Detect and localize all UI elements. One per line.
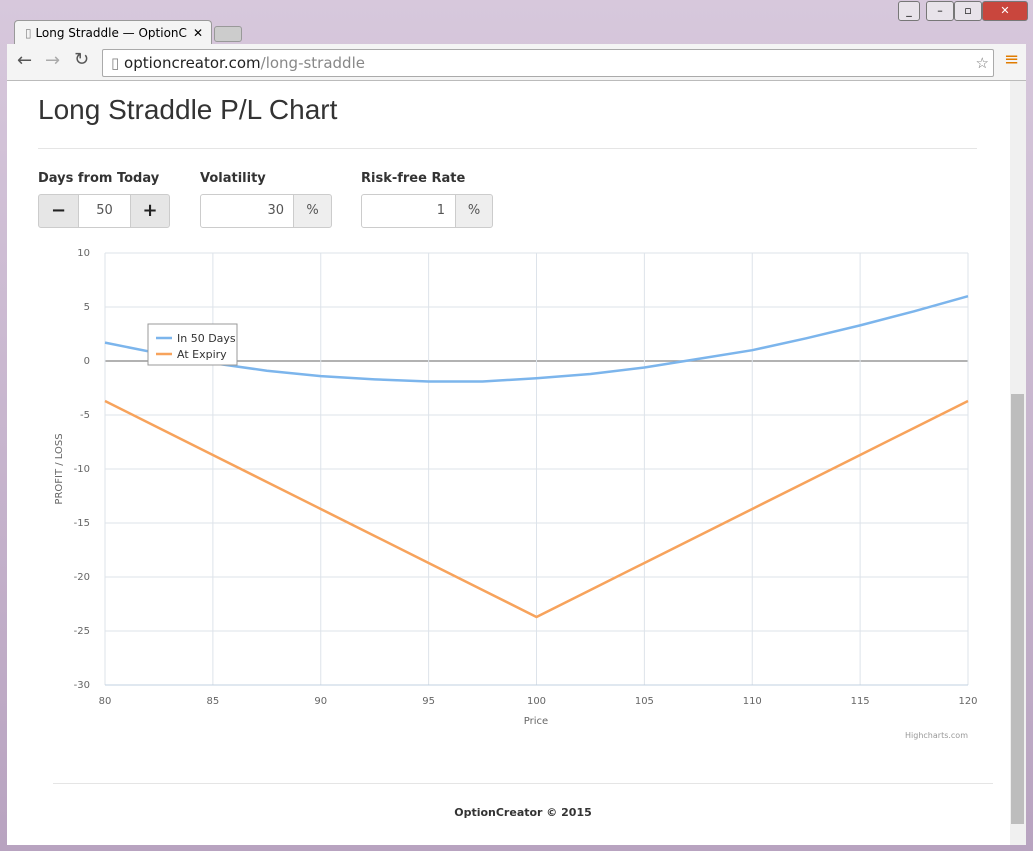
unit: % <box>455 194 493 228</box>
plus-button[interactable]: + <box>130 194 170 228</box>
x-tick-label: 95 <box>422 696 435 707</box>
new-tab[interactable] <box>214 26 242 42</box>
x-tick-label: 120 <box>958 696 977 707</box>
url-path: /long-straddle <box>260 54 365 72</box>
unit: % <box>293 194 332 228</box>
url-host: optioncreator.com <box>124 54 261 72</box>
y-axis-title: PROFIT / LOSS <box>54 433 65 504</box>
page-title: Long Straddle P/L Chart <box>38 94 338 125</box>
y-tick-label: 5 <box>84 302 90 313</box>
x-axis-title: Price <box>524 716 548 727</box>
x-tick-label: 115 <box>851 696 870 707</box>
y-tick-label: -20 <box>74 572 90 583</box>
label: Volatility <box>200 171 266 186</box>
back[interactable]: ← <box>17 50 33 71</box>
credits[interactable]: Highcharts.com <box>905 731 968 740</box>
legend-label[interactable]: In 50 Days <box>177 332 236 345</box>
tab-title: Long Straddle — OptionC <box>35 26 187 40</box>
series-line <box>104 399 969 619</box>
scrollbar-thumb[interactable] <box>1011 394 1024 824</box>
days-input[interactable]: 50 <box>78 194 131 228</box>
address-bar[interactable]: ▯ optioncreator.com/long-straddle ☆ <box>102 49 994 77</box>
y-tick-label: 10 <box>77 248 90 259</box>
x-tick-label: 90 <box>314 696 327 707</box>
forward[interactable]: → <box>45 50 61 71</box>
minus-button[interactable]: − <box>38 194 79 228</box>
y-tick-label: -15 <box>74 518 90 529</box>
y-tick-label: -10 <box>74 464 90 475</box>
legend <box>147 323 238 366</box>
y-tick-label: 0 <box>84 356 90 367</box>
x-tick-label: 100 <box>527 696 546 707</box>
footer: OptionCreator © 2015 <box>454 806 592 819</box>
x-tick-label: 80 <box>99 696 112 707</box>
reload[interactable]: ↻ <box>74 49 90 70</box>
y-tick-label: -25 <box>74 626 90 637</box>
window-close[interactable]: ✕ <box>982 1 1028 21</box>
legend-label[interactable]: At Expiry <box>177 348 227 361</box>
window-button[interactable]: ▫ <box>954 1 982 21</box>
menu[interactable]: ≡ <box>1004 49 1020 70</box>
tab[interactable]: ▯ Long Straddle — OptionC ✕ <box>14 20 212 46</box>
window-button[interactable]: – <box>926 1 954 21</box>
y-tick-label: -5 <box>80 410 90 421</box>
series-line <box>104 294 969 383</box>
window-button[interactable]: _ <box>898 1 920 21</box>
x-tick-label: 105 <box>635 696 654 707</box>
label: Risk-free Rate <box>361 171 466 186</box>
label: Days from Today <box>38 171 160 186</box>
chart: Highcharts.com -30 -25 -20 -15 -10 -5 0 5 10 80 85… <box>54 248 978 740</box>
volatility-input[interactable]: 30 <box>200 194 295 228</box>
x-tick-label: 85 <box>207 696 220 707</box>
x-tick-label: 110 <box>743 696 762 707</box>
rate-input[interactable]: 1 <box>361 194 456 228</box>
divider <box>38 148 977 149</box>
divider <box>53 783 993 784</box>
y-tick-label: -30 <box>74 680 90 691</box>
